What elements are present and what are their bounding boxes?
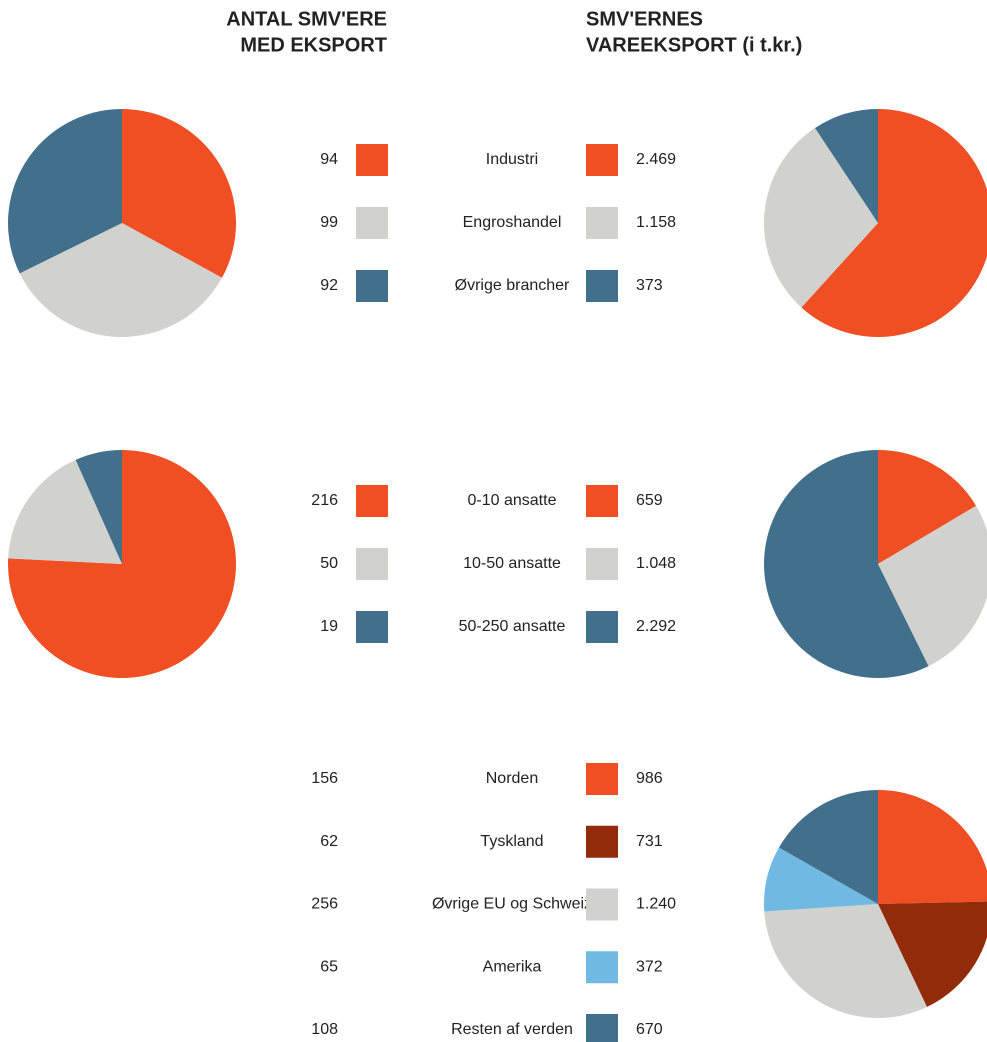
legend-swatch [356, 485, 388, 517]
value-label: 986 [636, 770, 663, 787]
category-label: Resten af verden [451, 1021, 573, 1038]
column-title: VAREEKSPORT (i t.kr.) [586, 34, 802, 56]
category-label: 50-250 ansatte [459, 618, 566, 635]
pie-slice [764, 450, 929, 678]
value-label: 65 [320, 958, 338, 975]
legend-swatch [586, 270, 618, 302]
legend-swatch [356, 611, 388, 643]
value-label: 62 [320, 833, 338, 850]
pie-slice [801, 109, 987, 337]
pie-slice [878, 901, 987, 1007]
pie-slice [764, 128, 878, 308]
legend-swatch [586, 548, 618, 580]
pie-slice [878, 505, 987, 667]
column-title: SMV'ERNES [586, 8, 703, 30]
legend-swatch [586, 888, 618, 921]
legend-swatch [586, 951, 618, 984]
pie-slice [8, 459, 123, 564]
pie-slice [122, 109, 237, 278]
value-label: 659 [636, 492, 663, 509]
pie-slice [764, 847, 878, 912]
category-label: Industri [486, 151, 538, 168]
legend-swatch [586, 611, 618, 643]
value-label: 731 [636, 833, 663, 850]
value-label: 94 [320, 151, 338, 168]
legend-swatch [586, 825, 618, 858]
category-label: Øvrige brancher [455, 277, 570, 294]
column-title: MED EKSPORT [240, 34, 387, 56]
legend-swatch [586, 1014, 618, 1042]
category-label: Tyskland [480, 833, 543, 850]
value-label: 216 [311, 492, 338, 509]
value-label: 108 [311, 1021, 338, 1038]
legend-swatch [356, 548, 388, 580]
category-label: Øvrige EU og Schweiz [432, 896, 592, 913]
legend-swatch [586, 485, 618, 517]
value-label: 2.292 [636, 618, 676, 635]
category-label: Engroshandel [463, 214, 562, 231]
value-label: 373 [636, 277, 663, 294]
value-label: 1.158 [636, 214, 676, 231]
pie-slice [878, 450, 977, 564]
value-label: 19 [320, 618, 338, 635]
value-label: 156 [311, 770, 338, 787]
legend-swatch [356, 144, 388, 176]
pie-slice [778, 790, 878, 904]
value-label: 256 [311, 896, 338, 913]
column-title: ANTAL SMV'ERE [226, 8, 387, 30]
value-label: 372 [636, 958, 663, 975]
value-label: 670 [636, 1021, 663, 1038]
legend-swatch [586, 144, 618, 176]
pie-slice [764, 904, 927, 1018]
value-label: 99 [320, 214, 338, 231]
value-label: 92 [320, 277, 338, 294]
value-label: 1.048 [636, 555, 676, 572]
pie-slice [878, 790, 987, 904]
pie-slice [19, 223, 222, 337]
value-label: 1.240 [636, 896, 676, 913]
pie-slice [7, 109, 122, 274]
category-label: Amerika [483, 958, 542, 975]
pie-slice [75, 450, 122, 564]
pie-slice [814, 109, 878, 223]
category-label: 0-10 ansatte [468, 492, 557, 509]
legend-swatch [356, 270, 388, 302]
legend-swatch [356, 207, 388, 239]
legend-swatch [586, 207, 618, 239]
legend-swatch [586, 763, 618, 795]
category-label: Norden [486, 770, 538, 787]
category-label: 10-50 ansatte [463, 555, 561, 572]
value-label: 2.469 [636, 151, 676, 168]
value-label: 50 [320, 555, 338, 572]
